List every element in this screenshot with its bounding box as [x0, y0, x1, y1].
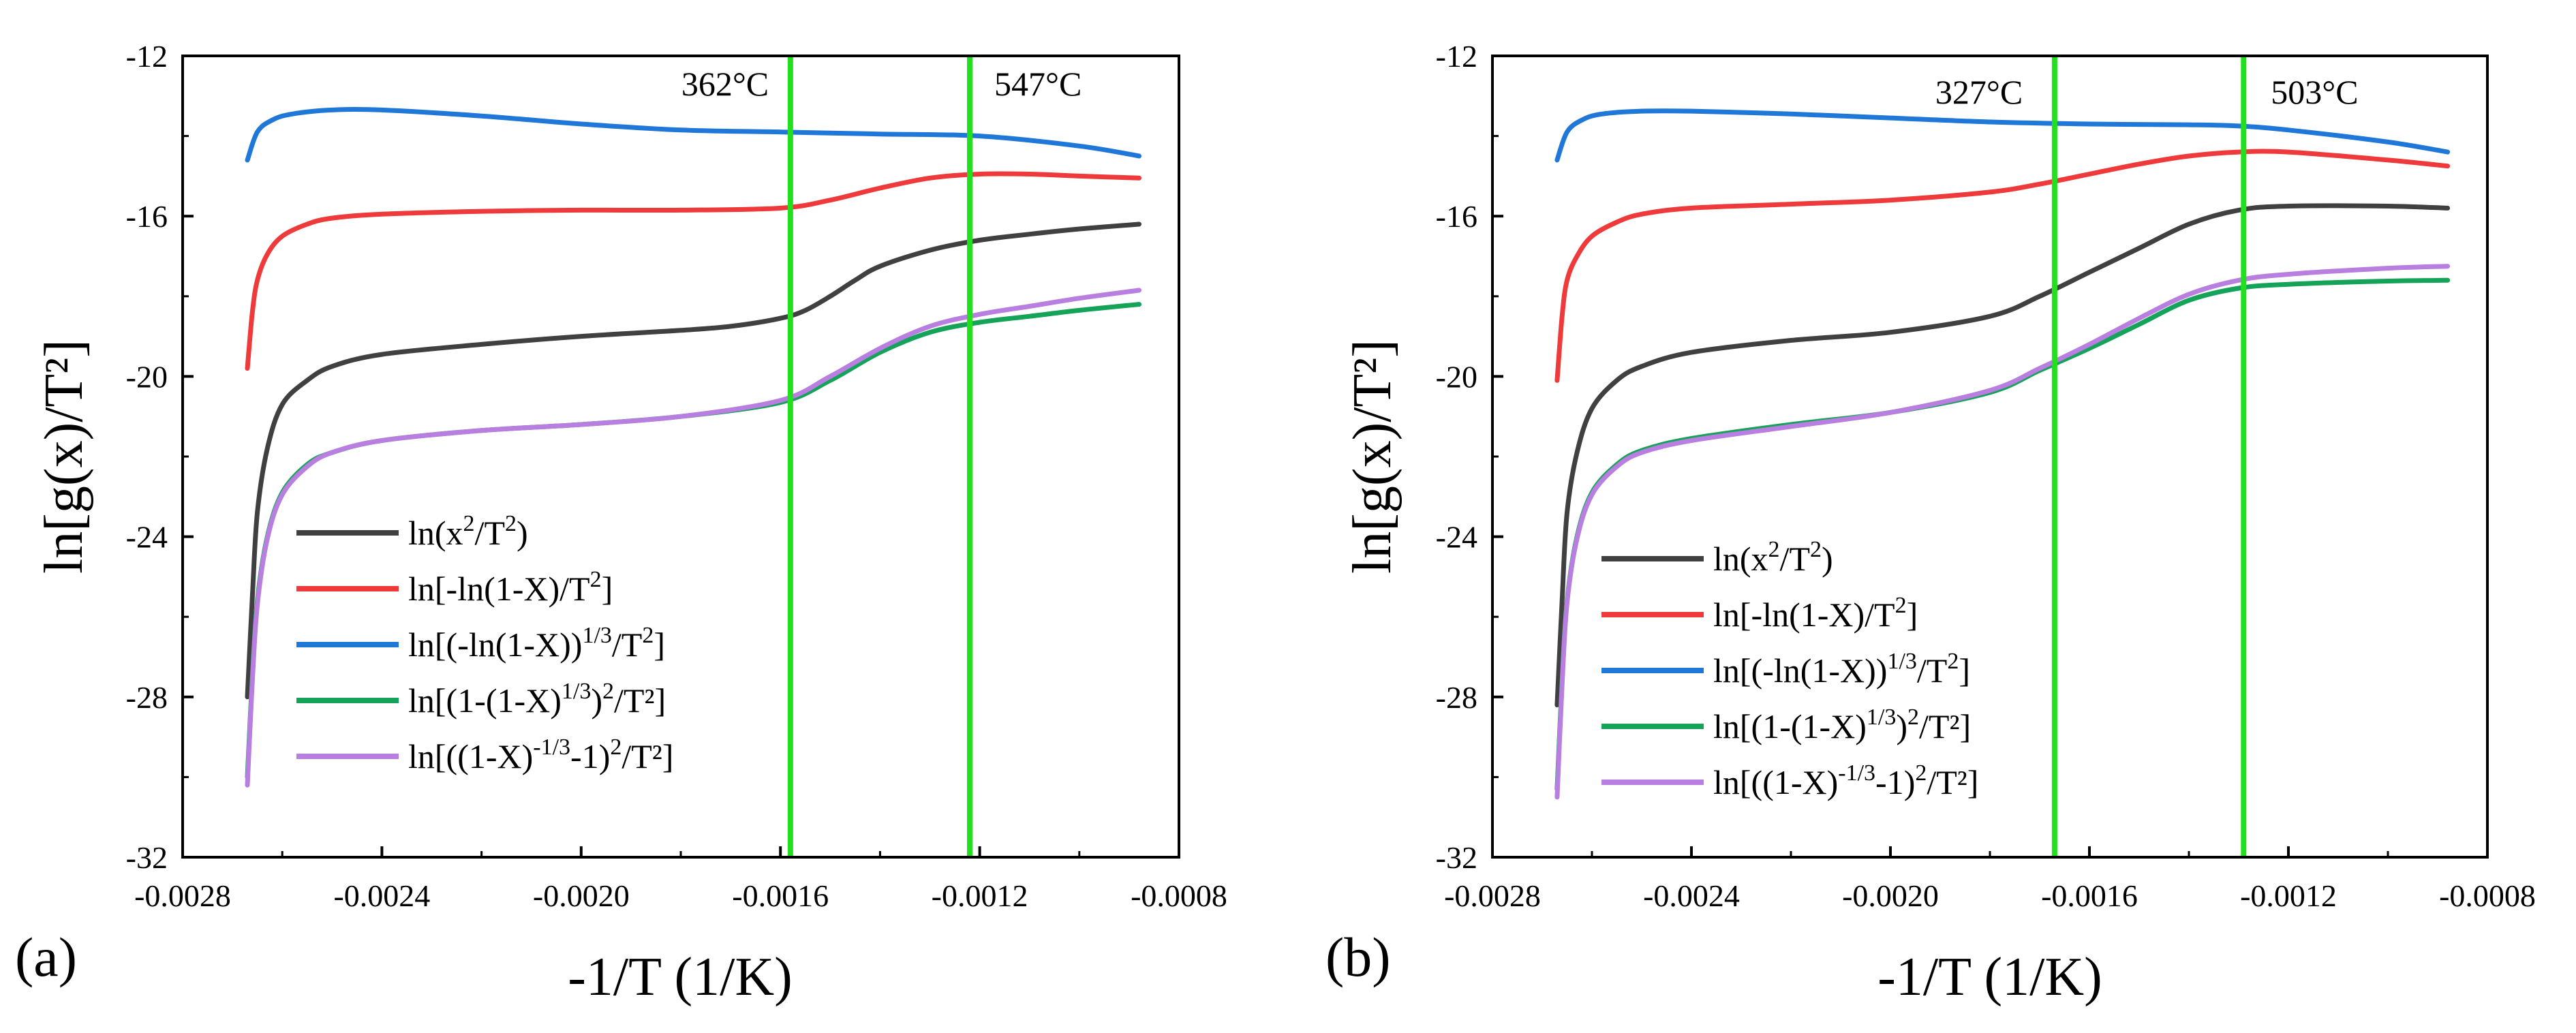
legend-entry: ln[(-ln(1-X))1/3/T2]: [1713, 649, 1970, 690]
series-line-5: [1554, 264, 2451, 800]
plot-frame: [1491, 55, 2489, 859]
legend: ln(x2/T2) ln[-ln(1-X)/T2] ln[(-ln(1-X))1/3…: [1601, 537, 1978, 801]
chart-panel-b: 327°C 503°C -0.0028 -0.0024 -0.0020 -0.0016 -0…: [1325, 39, 2536, 1007]
x-tick-label: -0.0008: [1131, 878, 1227, 913]
y-tick-label: -20: [126, 359, 168, 394]
series-line-3: [1554, 108, 2451, 163]
legend-entry: ln[-ln(1-X)/T2]: [408, 567, 613, 608]
x-tick-label: -0.0012: [932, 878, 1028, 913]
y-tick-label: -12: [1436, 39, 1477, 74]
y-tick-label: -24: [126, 520, 168, 555]
legend-entry: ln[(1-(1-X)1/3)2/T²]: [408, 679, 666, 720]
series-line-1: [1554, 203, 2451, 708]
y-tick-label: -28: [126, 680, 168, 715]
x-tick-label: -0.0016: [732, 878, 829, 913]
legend-entry: ln(x2/T2): [1713, 537, 1833, 578]
x-tick-label: -0.0016: [2041, 878, 2138, 913]
x-tick-label: -0.0012: [2240, 878, 2337, 913]
y-tick-label: -32: [1436, 840, 1477, 875]
x-tick-label: -0.0024: [333, 878, 430, 913]
x-axis-title: -1/T (1/K): [1877, 947, 2102, 1007]
marker-label-2: 547°C: [994, 65, 1082, 103]
x-tick-label: -0.0028: [134, 878, 231, 913]
x-tick-label: -0.0008: [2439, 878, 2536, 913]
plot-area: [245, 106, 1141, 788]
y-tick-label: -16: [1436, 199, 1477, 234]
legend-entry: ln[(-ln(1-X))1/3/T2]: [408, 623, 665, 664]
marker-label-1: 362°C: [681, 65, 769, 103]
y-tick-label: -28: [1436, 680, 1477, 715]
x-tick-label: -0.0020: [533, 878, 630, 913]
legend-entry: ln[((1-X)-1/3-1)2/T²]: [1713, 760, 1978, 801]
y-tick-label: -32: [126, 840, 168, 875]
legend-entry: ln[(1-(1-X)1/3)2/T²]: [1713, 705, 1971, 745]
legend-entry: ln(x2/T2): [408, 511, 528, 552]
series-line-3: [245, 106, 1141, 163]
legend: ln(x2/T2) ln[-ln(1-X)/T2] ln[(-ln(1-X))1/3…: [296, 511, 673, 775]
series-line-5: [245, 288, 1141, 788]
x-tick-label: -0.0028: [1444, 878, 1541, 913]
series-line-1: [245, 221, 1141, 700]
series-line-4: [1554, 277, 2451, 792]
x-tick-label: -0.0024: [1643, 878, 1740, 913]
marker-label-2: 503°C: [2271, 73, 2358, 111]
series-line-4: [245, 302, 1141, 780]
y-tick-label: -20: [1436, 359, 1477, 394]
y-tick-label: -24: [1436, 520, 1477, 555]
y-axis-title: ln[g(x)/T²]: [1343, 339, 1402, 574]
chart-panel-a: 362°C 547°C -0.0028 -0.0024 -0.0020 -0.0016 -0…: [15, 39, 1227, 1007]
y-axis-title: ln[g(x)/T²]: [34, 339, 94, 574]
panel-label: (a): [15, 926, 77, 988]
series-line-2: [1554, 149, 2451, 383]
x-axis-title: -1/T (1/K): [568, 947, 793, 1007]
legend-entry: ln[-ln(1-X)/T2]: [1713, 593, 1918, 634]
x-tick-label: -0.0020: [1842, 878, 1939, 913]
y-tick-label: -12: [126, 39, 168, 74]
panel-label: (b): [1325, 926, 1391, 988]
legend-entry: ln[((1-X)-1/3-1)2/T²]: [408, 735, 673, 775]
marker-label-1: 327°C: [1935, 73, 2023, 111]
series-line-2: [245, 171, 1141, 371]
plot-area: [1554, 108, 2451, 800]
y-tick-label: -16: [126, 199, 168, 234]
